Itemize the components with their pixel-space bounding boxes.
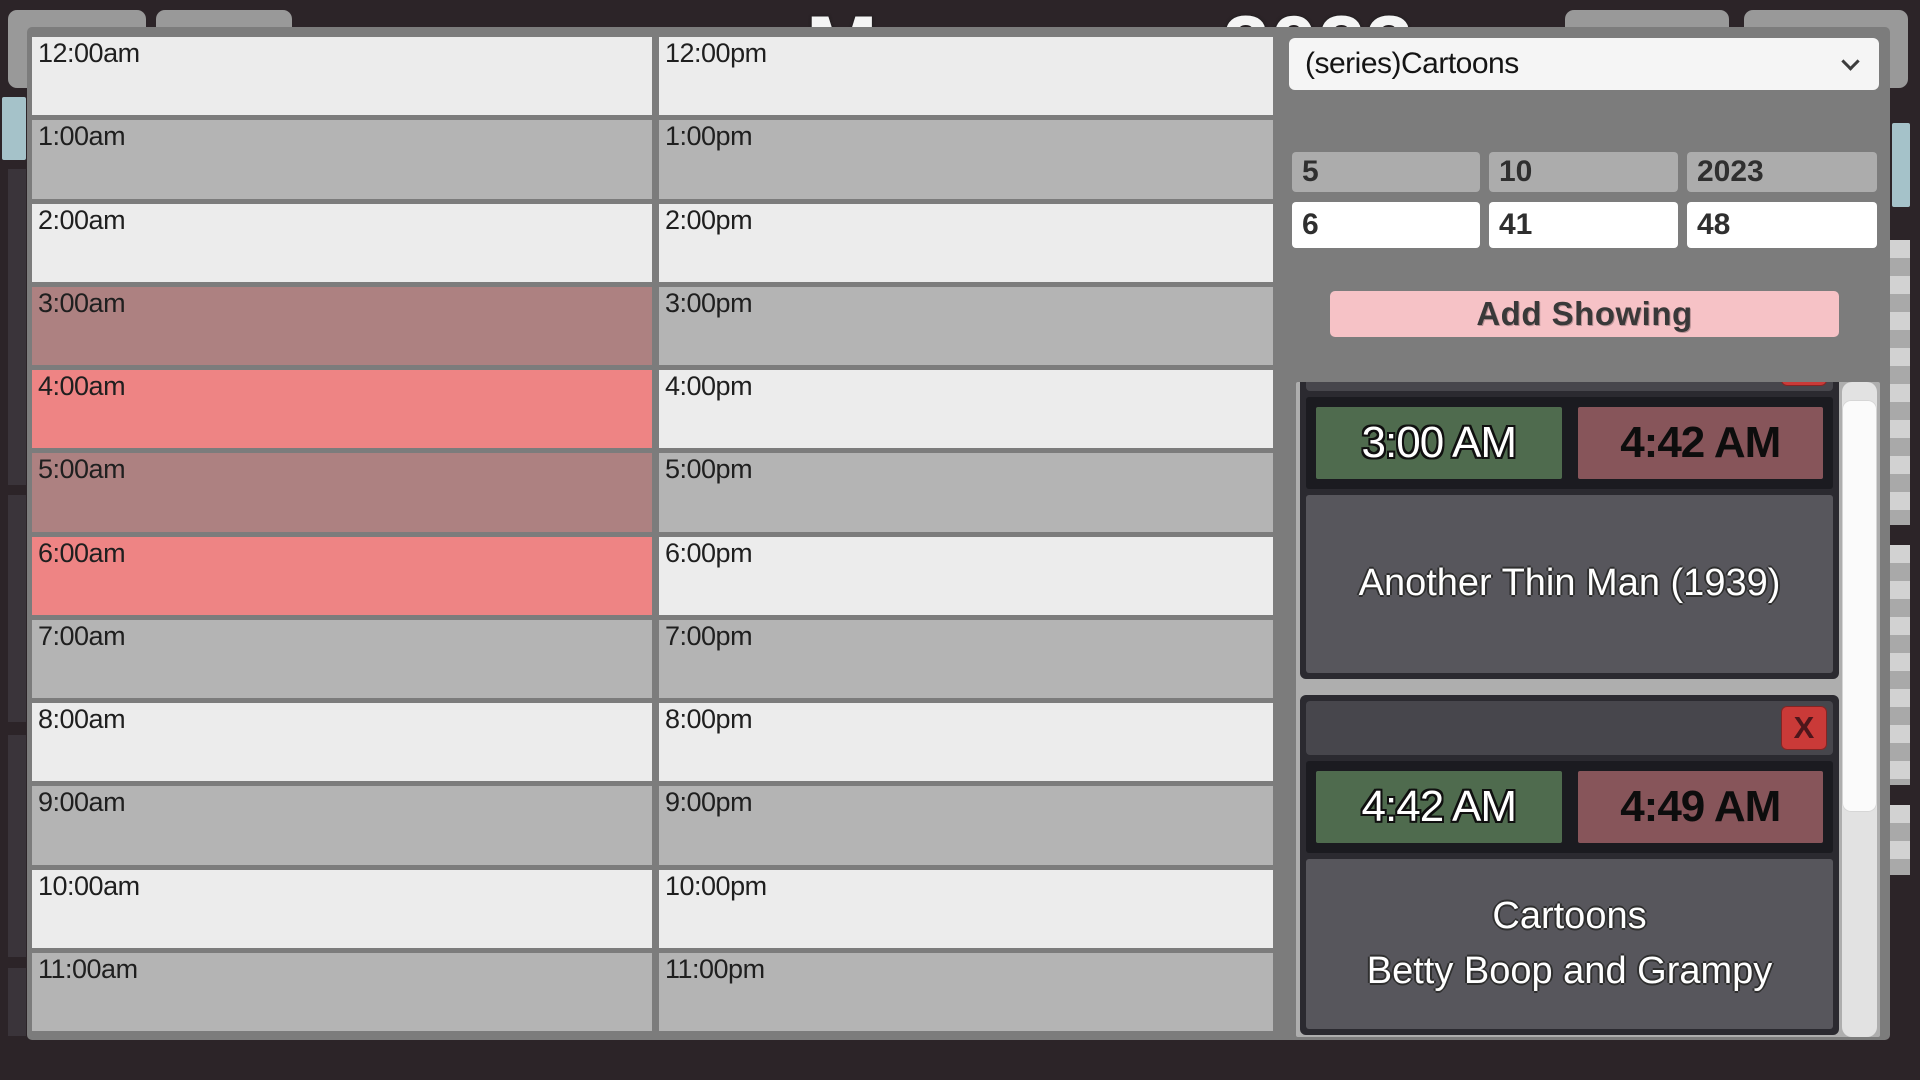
showing-card: X 3:00 AM 4:42 AM Another Thin Man (1939… xyxy=(1300,382,1839,679)
showing-end-time: 4:42 AM xyxy=(1577,407,1823,479)
schedule-row-11pm[interactable]: 11:00pm xyxy=(659,952,1273,1031)
background-calendar-strip xyxy=(8,495,26,722)
schedule-row-8pm[interactable]: 8:00pm xyxy=(659,703,1273,782)
showing-time-row: 4:42 AM 4:49 AM xyxy=(1306,761,1833,853)
schedule-row-9pm[interactable]: 9:00pm xyxy=(659,786,1273,865)
schedule-column-pm: 12:00pm 1:00pm 2:00pm 3:00pm 4:00pm 5:00… xyxy=(659,37,1273,1031)
showing-end-time: 4:49 AM xyxy=(1577,771,1823,843)
schedule-row-8am[interactable]: 8:00am xyxy=(32,703,652,782)
schedule-row-3am[interactable]: 3:00am xyxy=(32,286,652,365)
series-select-value: (series)Cartoons xyxy=(1305,47,1519,80)
background-calendar-strip xyxy=(8,735,26,957)
schedule-row-12am[interactable]: 12:00am xyxy=(32,37,652,116)
month-field[interactable] xyxy=(1292,152,1480,192)
showing-time-row: 3:00 AM 4:42 AM xyxy=(1306,397,1833,489)
day-field[interactable] xyxy=(1489,152,1678,192)
showing-start-time: 3:00 AM xyxy=(1316,407,1562,479)
background-calendar-rows xyxy=(1890,240,1910,525)
background-selected-day-cell xyxy=(2,97,26,160)
scrollbar-thumb[interactable] xyxy=(1842,400,1877,812)
schedule-row-label: 6:00pm xyxy=(665,537,753,568)
schedule-row-10am[interactable]: 10:00am xyxy=(32,869,652,948)
schedule-row-label: 1:00pm xyxy=(665,121,753,152)
showing-card-header: X xyxy=(1306,701,1833,755)
schedule-row-label: 8:00pm xyxy=(665,704,753,734)
schedule-row-2pm[interactable]: 2:00pm xyxy=(659,203,1273,282)
chevron-down-icon xyxy=(1841,52,1860,71)
schedule-row-2am[interactable]: 2:00am xyxy=(32,203,652,282)
showing-start-time: 4:42 AM xyxy=(1316,771,1562,843)
showing-title: Another Thin Man (1939) xyxy=(1306,495,1833,673)
schedule-row-label: 4:00am xyxy=(38,371,126,401)
schedule-row-label: 11:00pm xyxy=(665,953,765,984)
second-field[interactable] xyxy=(1687,202,1877,248)
schedule-row-4pm[interactable]: 4:00pm xyxy=(659,370,1273,449)
schedule-row-label: 2:00am xyxy=(38,204,126,235)
schedule-row-5am[interactable]: 5:00am xyxy=(32,453,652,532)
showings-cards: X 3:00 AM 4:42 AM Another Thin Man (1939… xyxy=(1300,382,1839,1035)
schedule-row-label: 5:00pm xyxy=(665,454,753,485)
schedule-row-11am[interactable]: 11:00am xyxy=(32,952,652,1031)
hour-field[interactable] xyxy=(1292,202,1480,248)
schedule-row-label: 10:00am xyxy=(38,870,140,901)
schedule-row-label: 7:00pm xyxy=(665,620,753,651)
schedule-row-label: 8:00am xyxy=(38,704,126,734)
schedule-row-label: 1:00am xyxy=(38,121,126,152)
showing-title-line: Betty Boop and Grampy xyxy=(1366,950,1773,992)
schedule-row-label: 3:00pm xyxy=(665,287,753,318)
schedule-row-3pm[interactable]: 3:00pm xyxy=(659,286,1273,365)
background-selected-day-cell xyxy=(1892,123,1910,207)
background-calendar-rows xyxy=(1890,545,1910,785)
schedule-row-7pm[interactable]: 7:00pm xyxy=(659,619,1273,698)
schedule-row-4am[interactable]: 4:00am xyxy=(32,370,652,449)
schedule-row-1am[interactable]: 1:00am xyxy=(32,120,652,199)
schedule-row-1pm[interactable]: 1:00pm xyxy=(659,120,1273,199)
schedule-row-label: 9:00am xyxy=(38,787,126,818)
day-schedule-modal: 12:00am 1:00am 2:00am 3:00am 4:00am 5:00… xyxy=(27,27,1890,1040)
background-calendar-strip xyxy=(8,968,26,1036)
showing-card-header: X xyxy=(1306,382,1833,391)
schedule-row-label: 5:00am xyxy=(38,454,126,485)
schedule-row-6pm[interactable]: 6:00pm xyxy=(659,536,1273,615)
schedule-column-am: 12:00am 1:00am 2:00am 3:00am 4:00am 5:00… xyxy=(32,37,652,1031)
schedule-row-10pm[interactable]: 10:00pm xyxy=(659,869,1273,948)
showing-card: X 4:42 AM 4:49 AM Cartoons Betty Boop an… xyxy=(1300,695,1839,1035)
schedule-row-7am[interactable]: 7:00am xyxy=(32,619,652,698)
showing-title-line: Another Thin Man (1939) xyxy=(1358,562,1781,605)
showing-title-line: Cartoons xyxy=(1492,894,1647,937)
background-calendar-strip xyxy=(8,169,26,485)
showings-list: X 3:00 AM 4:42 AM Another Thin Man (1939… xyxy=(1296,382,1880,1037)
schedule-row-label: 2:00pm xyxy=(665,204,753,235)
schedule-row-label: 11:00am xyxy=(38,953,138,984)
schedule-row-6am[interactable]: 6:00am xyxy=(32,536,652,615)
schedule-row-9am[interactable]: 9:00am xyxy=(32,786,652,865)
series-select[interactable]: (series)Cartoons xyxy=(1289,38,1879,90)
delete-showing-button[interactable]: X xyxy=(1781,706,1827,750)
add-showing-button[interactable]: Add Showing xyxy=(1330,291,1839,337)
background-calendar-rows xyxy=(1890,805,1910,875)
showings-scrollbar[interactable] xyxy=(1842,382,1877,1037)
schedule-row-label: 10:00pm xyxy=(665,870,767,901)
schedule-row-label: 4:00pm xyxy=(665,371,753,401)
schedule-row-12pm[interactable]: 12:00pm xyxy=(659,37,1273,116)
schedule-row-label: 3:00am xyxy=(38,287,126,318)
minute-field[interactable] xyxy=(1489,202,1678,248)
schedule-row-label: 6:00am xyxy=(38,537,126,568)
delete-showing-button[interactable]: X xyxy=(1781,382,1827,386)
showing-title: Cartoons Betty Boop and Grampy xyxy=(1306,859,1833,1029)
schedule-row-label: 7:00am xyxy=(38,620,126,651)
schedule-row-label: 12:00pm xyxy=(665,38,767,68)
year-field[interactable] xyxy=(1687,152,1877,192)
schedule-row-5pm[interactable]: 5:00pm xyxy=(659,453,1273,532)
schedule-row-label: 9:00pm xyxy=(665,787,753,818)
schedule-row-label: 12:00am xyxy=(38,38,140,68)
